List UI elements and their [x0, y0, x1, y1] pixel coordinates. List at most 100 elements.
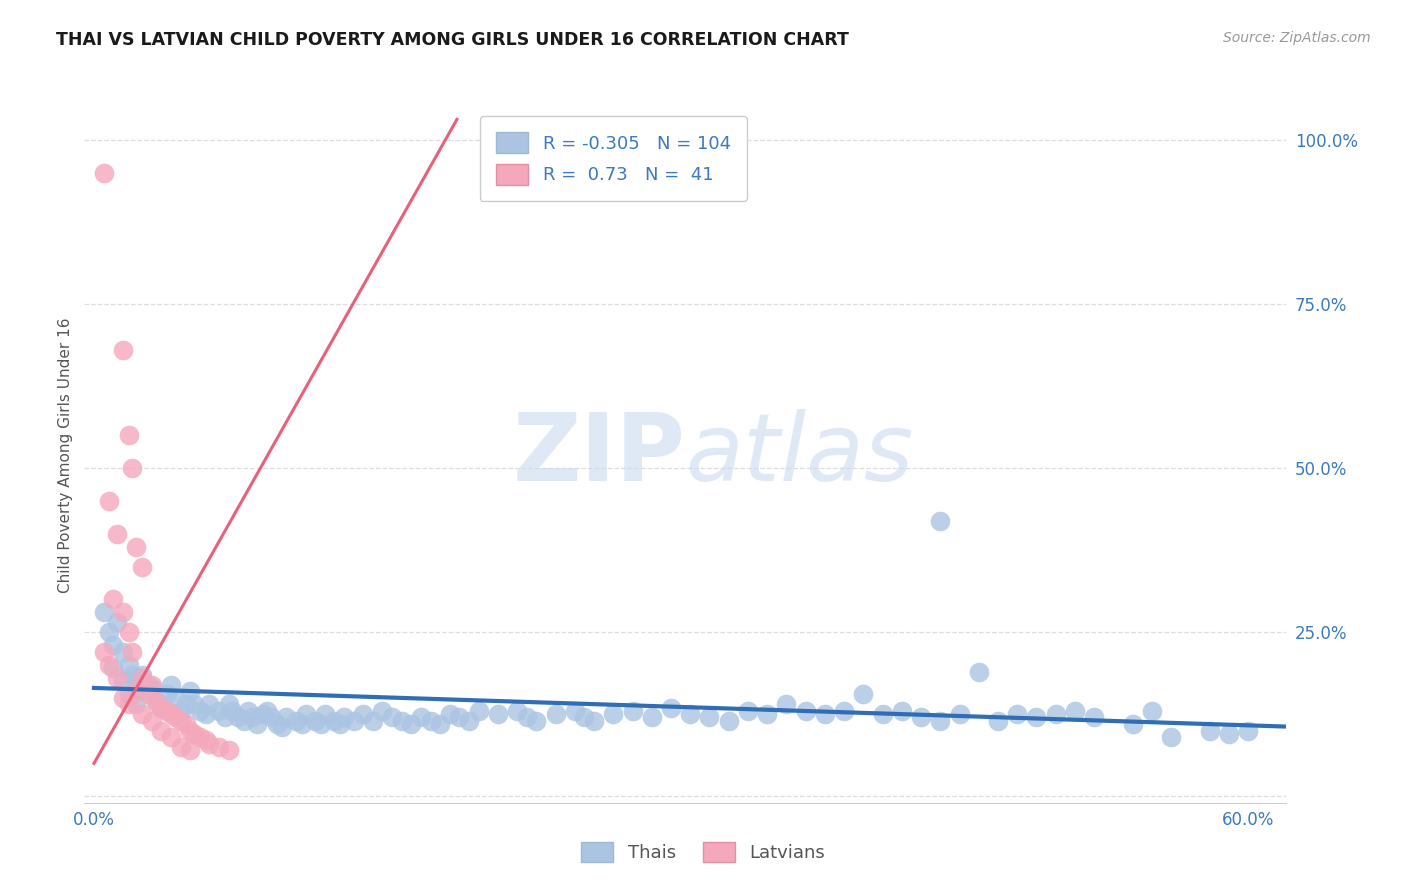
Point — [218, 698, 240, 712]
Point — [304, 714, 326, 728]
Point — [131, 559, 153, 574]
Point — [136, 678, 159, 692]
Point — [141, 681, 163, 695]
Point — [458, 714, 481, 728]
Point — [1218, 727, 1240, 741]
Point — [93, 645, 115, 659]
Point — [131, 671, 153, 685]
Point — [117, 657, 139, 672]
Point — [117, 428, 139, 442]
Point — [179, 743, 201, 757]
Point — [111, 690, 134, 705]
Point — [401, 717, 423, 731]
Point — [125, 540, 148, 554]
Point — [449, 710, 471, 724]
Point — [240, 710, 263, 724]
Point — [291, 717, 314, 731]
Point — [98, 494, 121, 508]
Point — [121, 668, 143, 682]
Point — [323, 714, 346, 728]
Point — [156, 704, 179, 718]
Point — [329, 717, 352, 731]
Point — [987, 714, 1010, 728]
Point — [343, 714, 366, 728]
Point — [246, 717, 269, 731]
Point — [125, 698, 148, 712]
Legend: Thais, Latvians: Thais, Latvians — [574, 834, 832, 870]
Point — [169, 739, 191, 754]
Point — [111, 674, 134, 689]
Point — [208, 704, 231, 718]
Point — [236, 704, 259, 718]
Point — [163, 690, 186, 705]
Point — [125, 674, 148, 689]
Point — [284, 714, 307, 728]
Point — [371, 704, 394, 718]
Point — [872, 707, 894, 722]
Point — [194, 707, 217, 722]
Point — [233, 714, 256, 728]
Point — [1237, 723, 1260, 738]
Point — [183, 727, 205, 741]
Text: THAI VS LATVIAN CHILD POVERTY AMONG GIRLS UNDER 16 CORRELATION CHART: THAI VS LATVIAN CHILD POVERTY AMONG GIRL… — [56, 31, 849, 49]
Point — [260, 710, 283, 724]
Point — [516, 710, 538, 724]
Point — [150, 700, 173, 714]
Point — [141, 678, 163, 692]
Point — [160, 678, 183, 692]
Point — [98, 657, 121, 672]
Point — [381, 710, 404, 724]
Text: atlas: atlas — [686, 409, 914, 500]
Point — [524, 714, 547, 728]
Point — [188, 730, 211, 744]
Point — [309, 717, 332, 731]
Point — [1160, 730, 1182, 744]
Point — [117, 688, 139, 702]
Point — [1140, 704, 1163, 718]
Point — [103, 592, 125, 607]
Point — [699, 710, 721, 724]
Point — [602, 707, 624, 722]
Y-axis label: Child Poverty Among Girls Under 16: Child Poverty Among Girls Under 16 — [58, 318, 73, 592]
Point — [544, 707, 567, 722]
Point — [1025, 710, 1047, 724]
Point — [271, 720, 294, 734]
Point — [276, 710, 298, 724]
Point — [160, 730, 183, 744]
Point — [111, 645, 134, 659]
Point — [391, 714, 413, 728]
Point — [131, 684, 153, 698]
Point — [910, 710, 932, 724]
Point — [141, 714, 163, 728]
Point — [1045, 707, 1067, 722]
Point — [439, 707, 461, 722]
Point — [333, 710, 356, 724]
Point — [429, 717, 451, 731]
Point — [117, 698, 139, 712]
Point — [1005, 707, 1028, 722]
Point — [221, 704, 243, 718]
Point — [150, 700, 173, 714]
Point — [169, 714, 191, 728]
Point — [105, 671, 128, 685]
Point — [93, 606, 115, 620]
Point — [117, 625, 139, 640]
Point — [105, 615, 128, 630]
Point — [169, 704, 191, 718]
Point — [145, 694, 167, 708]
Point — [176, 698, 198, 712]
Point — [737, 704, 759, 718]
Point — [150, 723, 173, 738]
Legend: R = -0.305   N = 104, R =  0.73   N =  41: R = -0.305 N = 104, R = 0.73 N = 41 — [479, 116, 747, 201]
Point — [621, 704, 644, 718]
Point — [121, 461, 143, 475]
Point — [814, 707, 837, 722]
Point — [890, 704, 912, 718]
Point — [314, 707, 336, 722]
Point — [1122, 717, 1144, 731]
Point — [419, 714, 441, 728]
Point — [294, 707, 316, 722]
Point — [1064, 704, 1087, 718]
Point — [103, 661, 125, 675]
Point — [266, 717, 288, 731]
